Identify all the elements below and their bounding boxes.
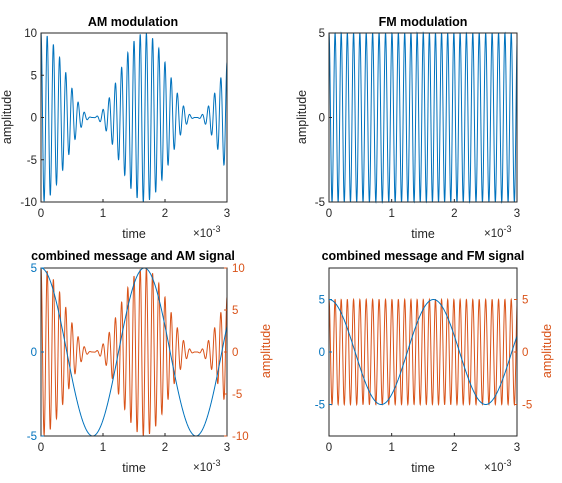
fm-combined-title: combined message and FM signal xyxy=(322,249,525,263)
am-combined-right-y-tick-label: -10 xyxy=(232,431,249,443)
am-x-exponent: ×10-3 xyxy=(193,224,221,240)
fm-plot-area xyxy=(328,31,518,204)
fm-y-tick-label: -5 xyxy=(315,197,325,209)
fm-combined-right-y-tick-label: 0 xyxy=(522,347,528,359)
fm-combined-plot-area xyxy=(328,297,518,407)
fm-x-tick-label: 2 xyxy=(451,208,457,220)
fm-x-tick-label: 0 xyxy=(326,208,332,220)
am-combined-y-ticks-left: -5 0 5 xyxy=(27,263,44,443)
fm-x-exponent: ×10-3 xyxy=(484,224,512,240)
am-signal-line xyxy=(40,32,228,203)
fm-signal-line xyxy=(328,31,518,204)
fm-combined-panel: combined message and FM signal 0 1 2 3 -5 0 5… xyxy=(315,249,554,475)
fm-y-ticks: -5 0 5 xyxy=(315,28,332,209)
fm-combined-left-y-tick-label: 0 xyxy=(319,347,325,359)
am-combined-x-tick-label: 1 xyxy=(100,442,106,454)
am-combined-title: combined message and AM signal xyxy=(31,249,235,263)
fm-combined-fm-line xyxy=(328,297,518,407)
am-combined-xlabel: time xyxy=(122,461,146,475)
am-x-tick-label: 1 xyxy=(100,208,106,220)
fm-x-exponent-power: -3 xyxy=(504,224,512,234)
am-combined-x-tick-label: 0 xyxy=(38,442,44,454)
am-x-ticks: 0 1 2 3 xyxy=(38,199,230,220)
am-plot-area xyxy=(40,32,228,203)
am-combined-left-y-tick-label: 5 xyxy=(31,263,37,275)
am-combined-ylabel-right: amplitude xyxy=(259,324,273,378)
fm-y-tick-label: 5 xyxy=(319,28,325,40)
fm-x-tick-label: 3 xyxy=(514,208,520,220)
fm-combined-y-ticks-left: -5 0 5 xyxy=(315,295,332,412)
am-x-tick-label: 0 xyxy=(38,208,44,220)
am-combined-x-exponent: ×10-3 xyxy=(193,458,221,474)
am-y-tick-label: 0 xyxy=(31,113,37,125)
am-combined-left-y-tick-label: 0 xyxy=(31,347,37,359)
am-combined-y-ticks-right: -10 -5 0 5 10 xyxy=(224,263,249,443)
am-combined-right-y-tick-label: 5 xyxy=(232,305,238,317)
fm-combined-x-exponent: ×10-3 xyxy=(484,458,512,474)
am-y-ticks: -10 -5 0 5 10 xyxy=(20,28,44,209)
fm-combined-x-tick-label: 2 xyxy=(451,442,457,454)
am-combined-x-exponent-power: -3 xyxy=(213,458,221,468)
am-combined-plot-area xyxy=(40,267,228,437)
am-combined-left-y-tick-label: -5 xyxy=(27,431,37,443)
am-y-tick-label: 5 xyxy=(31,70,37,82)
am-y-tick-label: 10 xyxy=(24,28,37,40)
am-x-exponent-power: -3 xyxy=(213,224,221,234)
fm-combined-left-y-tick-label: 5 xyxy=(319,295,325,307)
fm-x-ticks: 0 1 2 3 xyxy=(326,199,520,220)
am-combined-right-y-tick-label: 10 xyxy=(232,263,245,275)
am-combined-am-line xyxy=(40,267,228,437)
fm-combined-ylabel-right: amplitude xyxy=(540,324,554,378)
am-panel: AM modulation 0 1 2 3 -10 -5 0 5 10 time amplit… xyxy=(0,15,230,241)
fm-combined-x-ticks: 0 1 2 3 xyxy=(326,433,520,454)
fm-combined-x-tick-label: 1 xyxy=(388,442,394,454)
fm-combined-message-line xyxy=(329,299,518,405)
am-combined-x-ticks: 0 1 2 3 xyxy=(38,433,230,454)
fm-combined-left-y-tick-label: -5 xyxy=(315,400,325,412)
fm-y-tick-label: 0 xyxy=(319,113,325,125)
am-combined-axes-frame xyxy=(40,267,228,437)
fm-combined-x-tick-label: 3 xyxy=(514,442,520,454)
am-x-tick-label: 2 xyxy=(162,208,168,220)
am-y-tick-label: -5 xyxy=(27,155,37,167)
fm-title: FM modulation xyxy=(379,15,468,29)
am-combined-message-line xyxy=(41,267,228,437)
fm-ylabel: amplitude xyxy=(295,90,309,144)
fm-combined-axes-frame xyxy=(328,267,518,437)
fm-combined-x-exponent-power: -3 xyxy=(504,458,512,468)
am-title: AM modulation xyxy=(88,15,178,29)
am-combined-right-y-tick-label: 0 xyxy=(232,347,238,359)
fm-combined-right-y-tick-label: -5 xyxy=(522,400,532,412)
fm-combined-x-tick-label: 0 xyxy=(326,442,332,454)
am-xlabel: time xyxy=(122,227,146,241)
am-combined-right-y-tick-label: -5 xyxy=(232,389,242,401)
am-ylabel: amplitude xyxy=(0,90,14,144)
fm-xlabel: time xyxy=(411,227,435,241)
fm-combined-xlabel: time xyxy=(411,461,435,475)
am-y-tick-label: -10 xyxy=(20,197,37,209)
fm-combined-right-y-tick-label: 5 xyxy=(522,295,528,307)
am-x-tick-label: 3 xyxy=(224,208,230,220)
am-axes-frame xyxy=(40,32,228,203)
am-combined-x-tick-label: 2 xyxy=(162,442,168,454)
fm-combined-y-ticks-right: -5 0 5 xyxy=(514,295,532,412)
am-combined-x-tick-label: 3 xyxy=(224,442,230,454)
fm-x-tick-label: 1 xyxy=(388,208,394,220)
